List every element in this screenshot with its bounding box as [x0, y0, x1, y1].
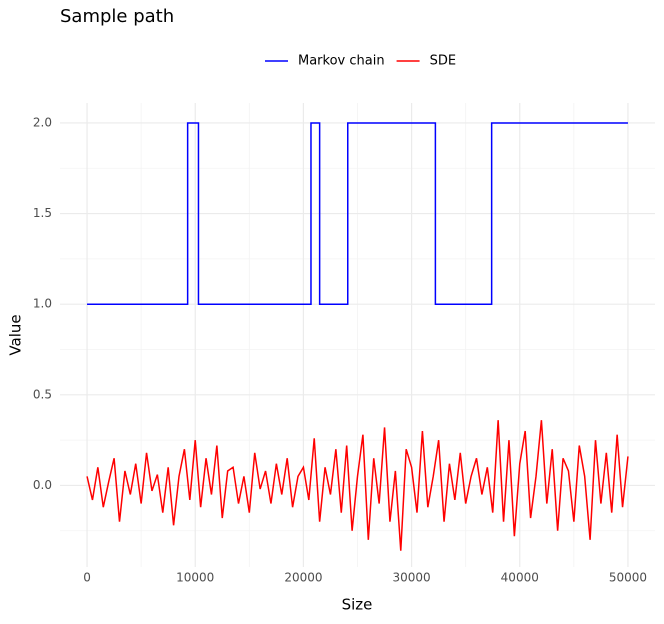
y-tick-label: 0.5 [33, 387, 52, 401]
x-tick-label: 50000 [609, 571, 647, 585]
x-tick-label: 0 [83, 571, 91, 585]
x-tick-label: 40000 [501, 571, 539, 585]
chart-title: Sample path [60, 6, 174, 27]
y-axis-title: Value [7, 314, 25, 355]
series-line [86, 420, 629, 551]
y-tick-label: 1.5 [33, 206, 52, 220]
x-axis-title: Size [342, 596, 373, 614]
y-tick-label: 0.0 [33, 478, 52, 492]
y-tick-label: 1.0 [33, 297, 52, 311]
x-tick-label: 10000 [176, 571, 214, 585]
series-line [87, 122, 628, 305]
x-tick-label: 30000 [392, 571, 430, 585]
y-tick-label: 2.0 [33, 115, 52, 129]
legend-label: SDE [430, 54, 456, 69]
x-tick-label: 20000 [284, 571, 322, 585]
legend-label: Markov chain [298, 54, 385, 69]
